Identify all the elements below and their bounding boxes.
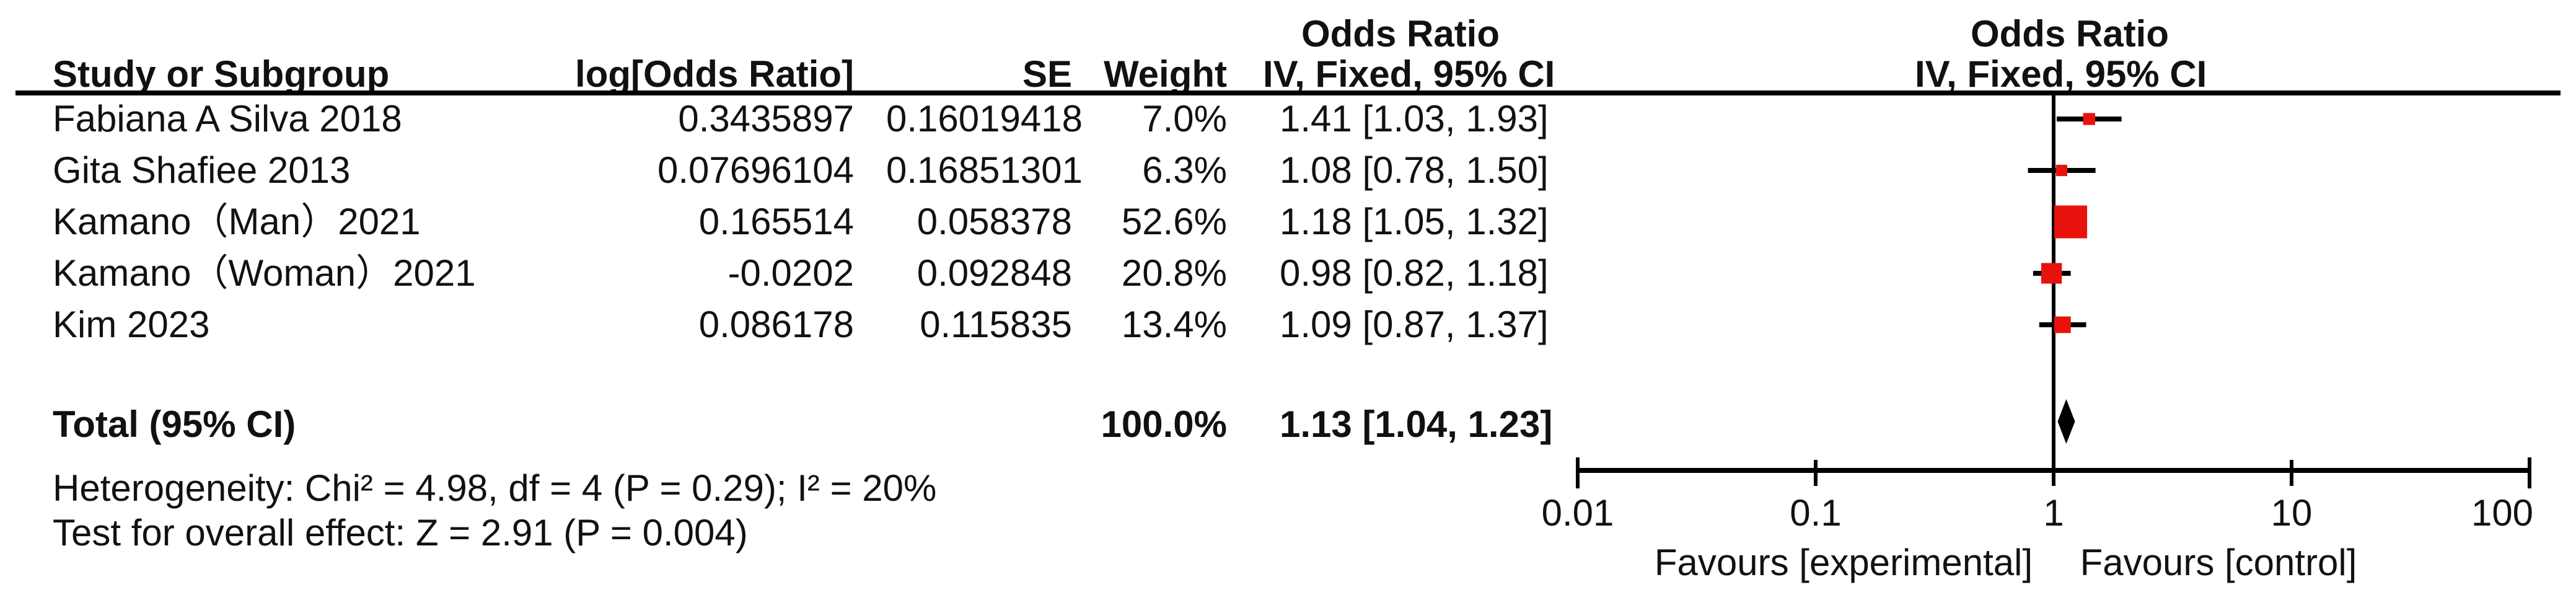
pooled-diamond bbox=[2057, 399, 2075, 444]
axis-tick-label: 0.1 bbox=[1790, 492, 1842, 534]
se-value: 0.16019418 bbox=[886, 98, 1083, 139]
study-name: Gita Shafiee 2013 bbox=[53, 149, 351, 191]
axis-tick bbox=[2528, 457, 2531, 488]
study-name: Kamano（Man）2021 bbox=[53, 201, 421, 242]
ci-text: 1.41 [1.03, 1.93] bbox=[1280, 98, 1549, 139]
study-name: Fabiana A Silva 2018 bbox=[53, 98, 402, 139]
column-header-weight: Weight bbox=[1104, 53, 1227, 95]
log-or-value: 0.165514 bbox=[698, 201, 854, 242]
axis-tick-label: 0.01 bbox=[1541, 492, 1614, 534]
log-or-value: 0.086178 bbox=[698, 304, 854, 345]
overall-effect-test: Test for overall effect: Z = 2.91 (P = 0… bbox=[53, 512, 748, 553]
axis-tick bbox=[1576, 457, 1580, 488]
favours-control-label: Favours [control] bbox=[2080, 542, 2357, 583]
weight-value: 6.3% bbox=[1142, 149, 1227, 191]
ci-text: 0.98 [0.82, 1.18] bbox=[1280, 252, 1549, 294]
favours-experimental-label: Favours [experimental] bbox=[1654, 542, 2033, 583]
odds-ratio-title-table: Odds Ratio bbox=[1301, 13, 1500, 55]
se-value: 0.16851301 bbox=[886, 149, 1083, 191]
weight-square bbox=[2083, 113, 2095, 125]
se-value: 0.092848 bbox=[917, 252, 1072, 294]
axis-tick bbox=[2290, 460, 2293, 486]
ci-text: 1.09 [0.87, 1.37] bbox=[1280, 304, 1549, 345]
column-header-se: SE bbox=[1022, 53, 1072, 95]
total-weight: 100.0% bbox=[1101, 403, 1228, 445]
weight-square bbox=[2054, 316, 2071, 333]
total-label: Total (95% CI) bbox=[53, 403, 296, 445]
study-name: Kamano（Woman）2021 bbox=[53, 252, 476, 294]
se-value: 0.115835 bbox=[920, 304, 1072, 345]
log-or-value: -0.0202 bbox=[728, 252, 855, 294]
weight-value: 13.4% bbox=[1121, 304, 1227, 345]
header-rule bbox=[15, 90, 2561, 95]
weight-value: 52.6% bbox=[1121, 201, 1227, 242]
log-or-value: 0.07696104 bbox=[657, 149, 854, 191]
column-header-ci-table: IV, Fixed, 95% CI bbox=[1263, 53, 1555, 95]
column-header-log-or: log[Odds Ratio] bbox=[575, 53, 854, 95]
weight-square bbox=[2055, 164, 2067, 177]
heterogeneity-stats: Heterogeneity: Chi² = 4.98, df = 4 (P = … bbox=[53, 467, 937, 509]
axis-tick bbox=[2052, 460, 2055, 486]
se-value: 0.058378 bbox=[917, 201, 1072, 242]
axis-tick-label: 1 bbox=[2043, 492, 2064, 534]
study-name: Kim 2023 bbox=[53, 304, 210, 345]
column-header-study: Study or Subgroup bbox=[53, 53, 390, 95]
axis-tick-label: 10 bbox=[2270, 492, 2313, 534]
weight-square bbox=[2041, 263, 2062, 284]
weight-value: 7.0% bbox=[1142, 98, 1227, 139]
axis-tick-label: 100 bbox=[2471, 492, 2534, 534]
log-or-value: 0.3435897 bbox=[678, 98, 854, 139]
odds-ratio-title-plot: Odds Ratio bbox=[1970, 13, 2169, 55]
weight-value: 20.8% bbox=[1121, 252, 1227, 294]
column-header-ci-plot: IV, Fixed, 95% CI bbox=[1915, 53, 2207, 95]
ci-text: 1.08 [0.78, 1.50] bbox=[1280, 149, 1549, 191]
ci-text: 1.18 [1.05, 1.32] bbox=[1280, 201, 1549, 242]
total-ci: 1.13 [1.04, 1.23] bbox=[1280, 403, 1553, 445]
null-effect-line bbox=[2052, 95, 2055, 486]
weight-square bbox=[2054, 205, 2088, 239]
axis-tick bbox=[1814, 460, 1818, 486]
